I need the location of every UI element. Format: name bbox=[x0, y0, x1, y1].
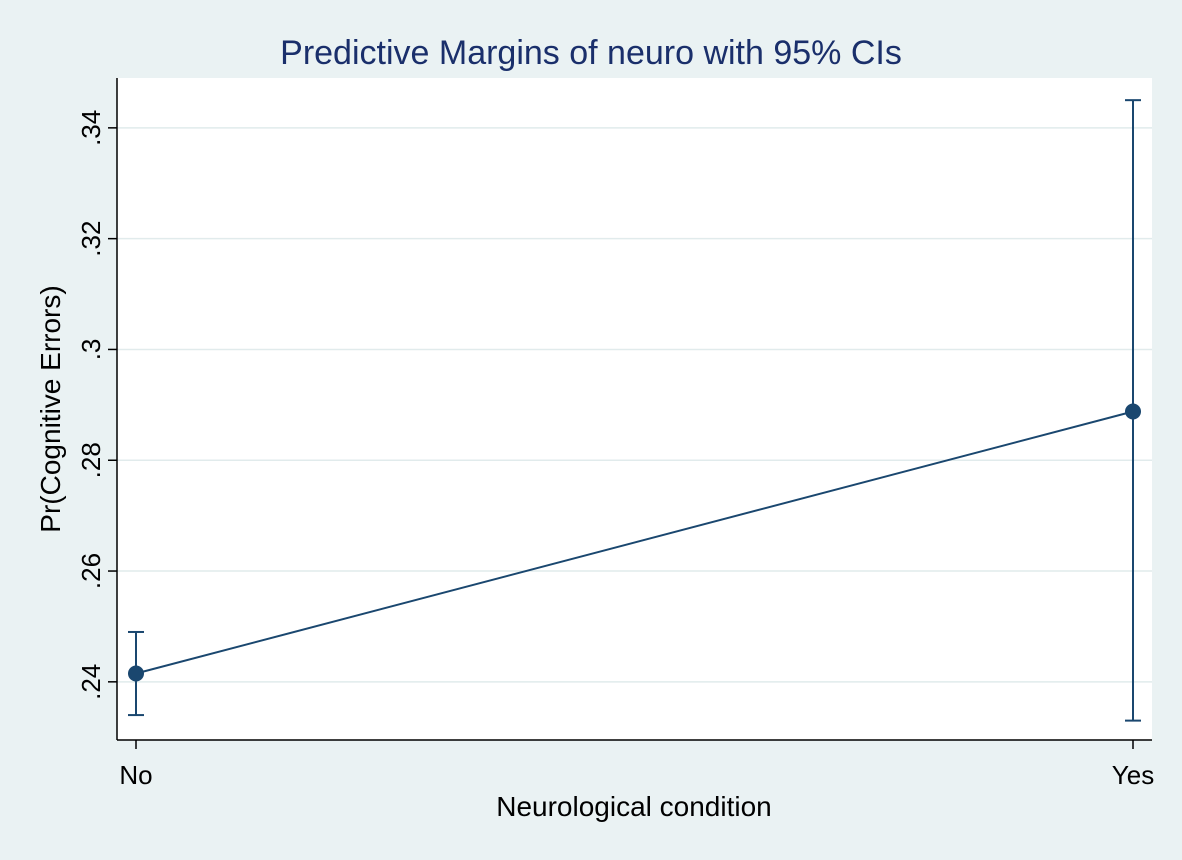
gridlines bbox=[117, 127, 1152, 683]
y-tick-label: .26 bbox=[76, 553, 106, 589]
x-ticks: No Yes bbox=[119, 740, 1154, 790]
y-tick-label: .28 bbox=[76, 442, 106, 478]
series-line bbox=[135, 410, 1134, 675]
chart-title: Predictive Margins of neuro with 95% CIs bbox=[280, 34, 902, 72]
y-ticks: .24 .26 .28 .3 .32 .34 bbox=[76, 110, 117, 700]
series bbox=[128, 99, 1141, 722]
x-tick-label: Yes bbox=[1112, 760, 1154, 790]
data-point bbox=[128, 665, 144, 682]
plot-area bbox=[117, 78, 1152, 740]
y-tick-label: .24 bbox=[76, 664, 106, 700]
y-axis-label: Pr(Cognitive Errors) bbox=[35, 285, 66, 532]
y-tick-label: .34 bbox=[76, 110, 106, 146]
y-tick-label: .32 bbox=[76, 221, 106, 257]
x-axis-label: Neurological condition bbox=[496, 791, 772, 822]
data-point bbox=[1125, 403, 1141, 420]
y-tick-label: .3 bbox=[76, 339, 106, 361]
x-tick-label: No bbox=[119, 760, 152, 790]
